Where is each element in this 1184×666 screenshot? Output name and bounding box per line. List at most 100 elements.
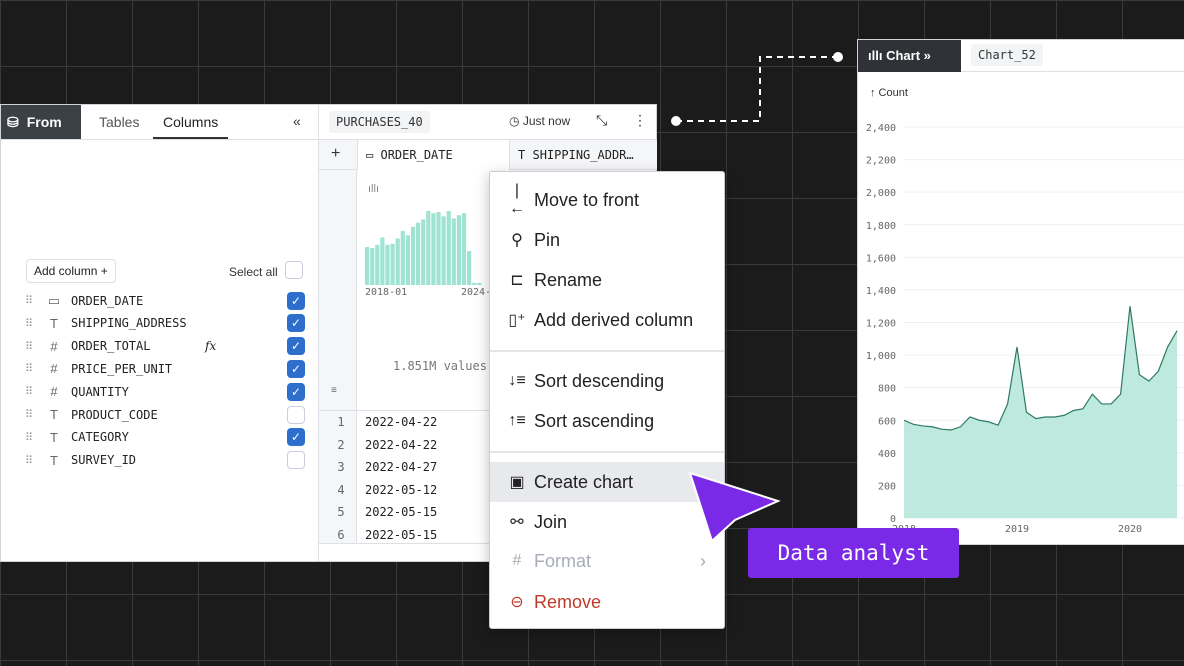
menu-item-pin[interactable]: ⚲ Pin <box>490 220 724 260</box>
date-type-icon: ▭ <box>47 292 61 308</box>
menu-item-add-derived-column[interactable]: ▯⁺ Add derived column <box>508 309 694 330</box>
y-tick-label: 2,200 <box>866 156 896 167</box>
minimize-icon[interactable]: ⤡ <box>596 112 608 128</box>
column-item[interactable]: ⠿ # QUANTITY ✓ <box>25 380 305 403</box>
column-header-order-date[interactable]: ▭ ORDER_DATE <box>357 140 509 170</box>
add-column-button[interactable]: Add column + <box>26 259 116 283</box>
drag-handle-icon[interactable]: ⠿ <box>25 409 34 421</box>
y-tick-label: 1,600 <box>866 253 896 264</box>
tab-tables[interactable]: Tables <box>99 114 140 130</box>
y-tick-label: 200 <box>878 481 896 492</box>
expand-icon[interactable]: » <box>923 48 931 63</box>
column-checkbox[interactable]: ✓ <box>287 291 305 310</box>
histogram-bar <box>477 282 482 285</box>
histogram-bar <box>441 216 446 285</box>
row-number: 6 <box>337 528 345 542</box>
histogram-bar <box>431 213 436 285</box>
histogram-bar <box>390 243 395 285</box>
y-tick-label: 1,200 <box>866 319 896 330</box>
row-number: 4 <box>337 482 345 497</box>
select-all-checkbox[interactable] <box>285 261 303 279</box>
column-checkbox[interactable]: ✓ <box>287 314 305 333</box>
drag-handle-icon[interactable]: ⠿ <box>25 454 34 467</box>
row-gutter: ≡ <box>319 170 357 410</box>
row-number: 2 <box>337 437 345 452</box>
histogram-bar <box>416 222 421 285</box>
text-type-icon: T <box>50 429 58 445</box>
y-tick-label: 2,000 <box>866 188 896 199</box>
menu-divider <box>490 451 724 453</box>
column-item[interactable]: ⠿ # ORDER_TOTAL fx ✓ <box>25 335 305 358</box>
order-date-cell[interactable]: 2022-05-15 <box>365 505 438 520</box>
y-tick-label: 1,000 <box>866 351 896 362</box>
column-checkbox[interactable]: ✓ <box>287 337 305 356</box>
column-item[interactable]: ⠿ T SHIPPING_ADDRESS ✓ <box>25 312 305 335</box>
column-item[interactable]: ⠿ T PRODUCT_CODE <box>25 403 305 426</box>
menu-item-move-to-front[interactable]: |← Move to front <box>509 182 640 217</box>
menu-item-remove[interactable]: ⊖ Remove <box>490 582 724 622</box>
text-type-icon: T <box>50 452 58 468</box>
column-checkbox[interactable] <box>287 405 305 424</box>
updated-status: ◷ Just now <box>509 114 571 128</box>
tab-columns[interactable]: Columns <box>153 105 229 139</box>
drag-handle-icon[interactable]: ⠿ <box>25 295 34 307</box>
move-to-front-icon: |← <box>509 182 525 217</box>
sort-asc-icon: ↑≡ <box>508 412 526 429</box>
bar-chart-icon: ıllı <box>868 48 883 63</box>
cursor-label: Data analyst <box>748 528 959 578</box>
column-item[interactable]: ⠿ # PRICE_PER_UNIT ✓ <box>25 357 305 380</box>
x-tick-label: 2020 <box>1118 524 1142 535</box>
order-date-cell[interactable]: 2022-04-22 <box>365 437 438 452</box>
drag-handle-icon[interactable]: ⠿ <box>25 317 34 330</box>
order-date-cell[interactable]: 2022-04-22 <box>365 415 438 429</box>
drag-handle-icon[interactable]: ⠿ <box>25 431 34 444</box>
histogram-start-label: 2018-01 <box>365 287 408 298</box>
menu-item-sort-ascending[interactable]: ↑≡ Sort ascending <box>508 410 655 431</box>
hash-icon: # <box>512 552 522 569</box>
order-date-cell[interactable]: 2022-05-12 <box>365 482 438 497</box>
column-checkbox[interactable]: ✓ <box>287 382 305 401</box>
y-tick-label: 600 <box>878 416 896 427</box>
column-checkbox[interactable] <box>287 451 305 470</box>
text-type-icon: T <box>518 148 526 162</box>
column-item[interactable]: ⠿ T SURVEY_ID <box>25 449 305 472</box>
histogram-bar <box>472 282 477 285</box>
column-item[interactable]: ⠿ ▭ ORDER_DATE ✓ <box>25 289 305 312</box>
order-date-cell[interactable]: 2022-04-27 <box>365 460 438 475</box>
more-icon[interactable]: ⋮ <box>633 112 647 128</box>
number-type-icon: # <box>50 338 58 354</box>
column-item[interactable]: ⠿ T CATEGORY ✓ <box>25 426 305 449</box>
drag-handle-icon[interactable]: ⠿ <box>25 363 34 376</box>
collapse-icon[interactable]: « <box>293 113 301 129</box>
histogram-bar <box>400 231 405 285</box>
menu-item-create-chart[interactable]: ▣ Create chart <box>490 462 724 502</box>
drag-handle-icon[interactable]: ⠿ <box>25 386 34 399</box>
chart-name[interactable]: Chart_52 <box>971 44 1043 66</box>
histogram-bar <box>426 211 431 285</box>
column-name: SHIPPING_ADDRESS <box>71 316 187 331</box>
order-date-cell[interactable]: 2022-05-15 <box>365 528 438 542</box>
chevron-right-icon: › <box>700 550 706 571</box>
add-column-icon[interactable]: + <box>331 145 341 162</box>
column-checkbox[interactable]: ✓ <box>287 428 305 447</box>
y-tick-label: 800 <box>878 384 896 395</box>
histogram-bar <box>456 215 461 285</box>
table-name[interactable]: PURCHASES_40 <box>329 111 430 133</box>
menu-item-join[interactable]: ⚯ Join <box>490 502 724 542</box>
from-tab[interactable]: ⛁ From <box>1 105 81 139</box>
chart-panel: ıllı Chart » Chart_52 ↑ Count 0 200 400 600… <box>857 39 1184 545</box>
sort-desc-icon: ↓≡ <box>508 372 526 389</box>
menu-divider <box>490 350 724 352</box>
database-icon: ⛁ <box>7 113 19 130</box>
chart-tab[interactable]: ıllı Chart » <box>858 40 961 72</box>
menu-item-sort-descending[interactable]: ↓≡ Sort descending <box>508 370 665 391</box>
number-type-icon: # <box>50 384 58 400</box>
column-header-shipping-address[interactable]: T SHIPPING_ADDR… <box>509 140 659 170</box>
columns-sidebar: ⛁ From Tables Columns « Add column + Sele… <box>1 105 319 561</box>
drag-handle-icon[interactable]: ⠿ <box>25 340 34 353</box>
column-checkbox[interactable]: ✓ <box>287 359 305 378</box>
menu-item-rename[interactable]: ⊏ Rename <box>490 260 724 300</box>
histogram-bar <box>436 212 441 285</box>
select-all-label: Select all <box>229 265 278 279</box>
histogram-end-label: 2024- <box>461 287 492 298</box>
